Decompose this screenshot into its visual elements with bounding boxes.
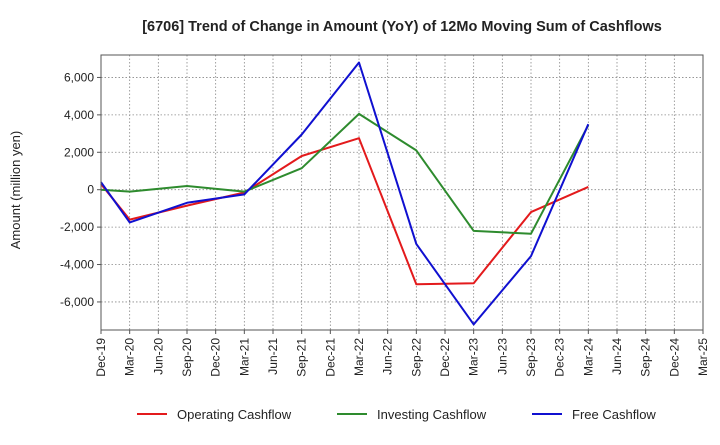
x-tick-label: Sep-21 [295, 338, 309, 377]
y-tick-label: 6,000 [64, 70, 94, 84]
y-tick-label: 4,000 [64, 108, 94, 122]
y-tick-label: -2,000 [60, 220, 94, 234]
x-tick-label: Sep-24 [639, 338, 653, 377]
series-line-investing-cashflow [100, 112, 590, 235]
x-tick-label: Mar-22 [352, 338, 366, 376]
x-tick-label: Sep-20 [180, 338, 194, 377]
x-tick-label: Mar-23 [467, 338, 481, 376]
x-tick-label: Dec-23 [553, 338, 567, 377]
legend-label-investing-cashflow: Investing Cashflow [377, 407, 487, 422]
x-tick-label: Jun-23 [495, 338, 509, 375]
x-tick-label: Dec-20 [209, 338, 223, 377]
legend: Operating Cashflow Investing Cashflow Free… [137, 407, 656, 422]
x-tick-label: Mar-25 [696, 338, 710, 376]
x-tick-label: Sep-22 [409, 338, 423, 377]
x-tick-label: Jun-20 [151, 338, 165, 375]
y-tick-label: 0 [87, 183, 94, 197]
series-layer [100, 61, 590, 326]
x-tick-label: Jun-22 [381, 338, 395, 375]
x-tick-label: Dec-21 [323, 338, 337, 377]
tick-layer: Dec-19 Mar-20 Jun-20 Sep-20 Dec-20 Mar-21 Jun-… [60, 70, 710, 376]
x-tick-label: Sep-23 [524, 338, 538, 377]
y-tick-label: 2,000 [64, 145, 94, 159]
y-tick-label: -4,000 [60, 258, 94, 272]
chart-title: [6706] Trend of Change in Amount (YoY) o… [142, 19, 662, 35]
x-tick-label: Dec-19 [94, 338, 108, 377]
x-tick-label: Mar-20 [123, 338, 137, 376]
legend-label-free-cashflow: Free Cashflow [572, 407, 656, 422]
legend-label-operating-cashflow: Operating Cashflow [177, 407, 292, 422]
x-tick-label: Mar-21 [237, 338, 251, 376]
y-axis-label: Amount (million yen) [8, 131, 23, 250]
series-line-free-cashflow [100, 61, 590, 326]
y-tick-label: -6,000 [60, 295, 94, 309]
x-tick-label: Jun-21 [266, 338, 280, 375]
plot-frame [100, 54, 704, 331]
series-line-operating-cashflow [100, 137, 589, 286]
x-tick-label: Dec-24 [667, 338, 681, 377]
grid-layer [100, 55, 704, 330]
x-tick-label: Dec-22 [438, 338, 452, 377]
x-tick-label: Mar-24 [581, 338, 595, 376]
x-tick-label: Jun-24 [610, 338, 624, 375]
